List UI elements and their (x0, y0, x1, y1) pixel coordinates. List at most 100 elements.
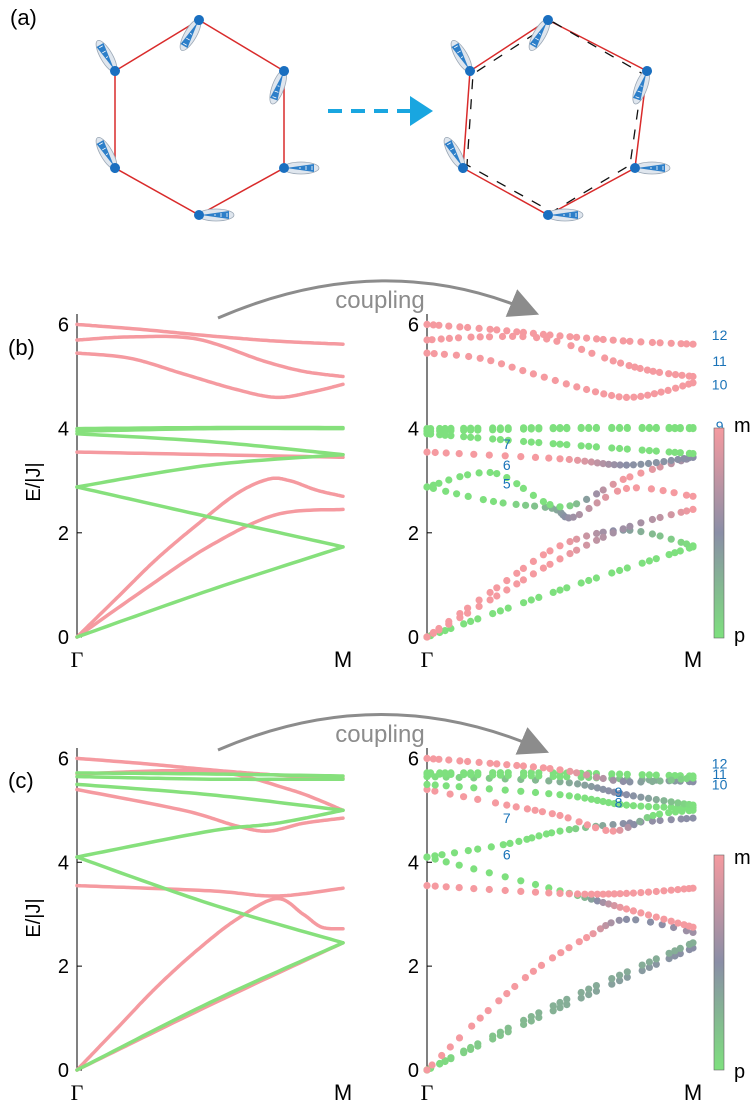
band-4-point (587, 895, 596, 903)
band-12-point (546, 765, 554, 773)
band-3-point (677, 508, 685, 516)
band-1-point (577, 994, 585, 1002)
band-12-point (667, 776, 675, 784)
band-2-point (513, 569, 521, 577)
band-12-point (546, 331, 554, 339)
band-2-point (496, 1028, 504, 1036)
band-7-point (649, 811, 657, 820)
band-12-point (677, 775, 685, 783)
magnon-band-line (75, 507, 345, 639)
band-5-point (609, 480, 617, 488)
band-number-label: 9 (615, 784, 623, 800)
coupling-arrow-c (217, 713, 550, 755)
band-3-point (596, 925, 605, 933)
band-12-point (423, 320, 431, 328)
band-2-point (474, 1040, 482, 1048)
band-1-point (474, 615, 482, 623)
colorbar-bottom-label: p (734, 625, 745, 647)
band-7-point (531, 806, 539, 814)
band-3-point (557, 949, 565, 957)
band-4-point (479, 496, 487, 504)
band-2-point (689, 939, 697, 947)
band-6-point (442, 449, 450, 457)
band-11-point (476, 333, 484, 341)
band-7-point (638, 446, 646, 454)
band-6-point (637, 460, 645, 468)
band-11-point (643, 366, 652, 374)
band-6-point (535, 832, 543, 840)
band-8-point (652, 803, 660, 811)
band-3-point (683, 507, 691, 515)
band-12-point (539, 330, 548, 338)
band-8-point (581, 794, 589, 802)
band-4-point (531, 880, 540, 889)
band-6-point (545, 454, 553, 462)
band-5-point (674, 886, 682, 894)
band-12-point (519, 762, 528, 770)
band-1-point (549, 588, 557, 597)
y-tick-label: 6 (58, 314, 69, 336)
y-tick-label: 2 (58, 523, 69, 545)
y-tick-label: 0 (58, 1060, 69, 1082)
band-1-point (527, 596, 535, 604)
band-5-point (493, 470, 501, 478)
band-number-label: 8 (615, 795, 623, 811)
band-8-point (587, 795, 596, 803)
band-1-point (556, 1004, 564, 1012)
band-1-point (671, 952, 679, 960)
band-6-point (450, 849, 459, 857)
band-11-point (474, 769, 482, 777)
band-12-point (593, 335, 601, 343)
band-3-point (438, 1051, 446, 1060)
band-5-point (486, 468, 494, 477)
band-12-point (609, 776, 617, 784)
band-11-point (520, 769, 528, 777)
band-12-point (556, 766, 564, 774)
band-8-point (431, 781, 439, 789)
band-10-point (423, 349, 431, 357)
band-4-point (616, 903, 624, 911)
band-1-point (563, 1001, 571, 1009)
band-12-point (619, 337, 627, 345)
band-5-point (599, 890, 607, 898)
band-6-point (470, 450, 478, 458)
band-4-point (689, 923, 697, 931)
band-7-point (652, 447, 660, 455)
band-5-point (610, 890, 618, 898)
band-7-point (474, 434, 482, 442)
band-3-point (648, 515, 657, 524)
band-9-point (535, 424, 543, 432)
band-11-point (623, 770, 631, 778)
band-2-point (638, 961, 646, 969)
band-9-point (592, 423, 601, 432)
band-9-point (637, 793, 645, 801)
band-6-point (464, 847, 472, 855)
band-4-point (442, 858, 450, 866)
band-3-point (566, 550, 574, 558)
band-9-point (447, 424, 455, 432)
band-2-point (539, 551, 548, 559)
band-3-point (656, 513, 664, 522)
band-3-point (667, 511, 675, 519)
band-6-point (565, 826, 573, 834)
band-5-point (556, 503, 564, 511)
colorbar-gradient (713, 427, 725, 639)
band-5-point (456, 473, 464, 481)
band-4-point (455, 861, 463, 869)
x-tick-label: Γ (421, 647, 434, 672)
band-4-point (517, 877, 525, 885)
band-4-point (501, 873, 509, 881)
spin-icon (629, 161, 671, 175)
band-10-point (529, 370, 538, 378)
band-12-point (435, 755, 443, 763)
band-5-point (629, 889, 638, 897)
band-12-point (677, 340, 685, 348)
band-5-point (667, 886, 675, 894)
band-5-point (566, 502, 574, 510)
band-11-point (496, 769, 504, 777)
band-1-point (441, 627, 449, 635)
y-tick-label: 6 (408, 314, 419, 336)
band-7-point (504, 436, 512, 444)
band-3-point (575, 938, 583, 946)
band-6-point (438, 851, 446, 859)
